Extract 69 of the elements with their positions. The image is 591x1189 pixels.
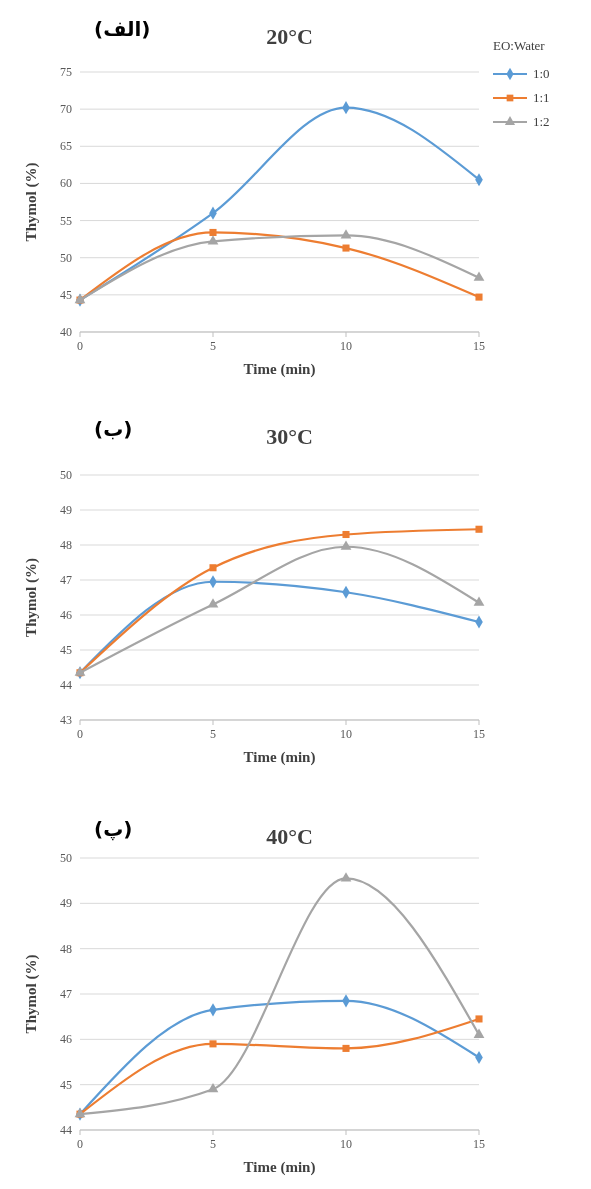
- x-tick-label: 15: [473, 1137, 485, 1151]
- y-tick-label: 45: [60, 1077, 72, 1092]
- legend-title: EO:Water: [493, 38, 546, 53]
- y-tick-label: 75: [60, 65, 72, 79]
- text: (ب): [94, 417, 133, 441]
- y-tick-label: 43: [60, 713, 72, 727]
- x-tick-label: 15: [473, 339, 485, 353]
- chart-title: 20°C: [266, 24, 313, 49]
- legend-label: 1:1: [533, 90, 550, 105]
- x-tick-label: 0: [77, 727, 83, 741]
- y-axis-title: Thymol (%): [23, 558, 40, 637]
- x-tick-label: 5: [210, 1137, 216, 1151]
- point: [473, 596, 485, 606]
- x-tick-label: 5: [210, 339, 216, 353]
- legend-label: 1:2: [533, 114, 550, 129]
- point: [209, 228, 217, 236]
- y-tick-label: 50: [60, 468, 72, 482]
- x-tick-label: 0: [77, 1137, 83, 1151]
- y-tick-label: 60: [60, 176, 72, 191]
- y-tick-label: 49: [60, 503, 72, 517]
- x-axis-title: Time (min): [243, 1159, 316, 1176]
- chart-title: 40°C: [266, 824, 313, 849]
- x-tick-label: 0: [77, 339, 83, 353]
- point: [473, 271, 485, 281]
- y-tick-label: 48: [60, 941, 72, 956]
- y-axis-title: Thymol (%): [23, 954, 40, 1034]
- point: [207, 598, 219, 608]
- y-tick-label: 47: [60, 573, 72, 587]
- chart-title: 30°C: [266, 424, 313, 449]
- y-tick-label: 50: [60, 851, 72, 865]
- x-tick-label: 5: [210, 727, 216, 741]
- y-tick-label: 44: [60, 1123, 72, 1137]
- point: [340, 540, 352, 550]
- y-tick-label: 50: [60, 250, 72, 265]
- text: (پ): [94, 817, 133, 841]
- x-tick-label: 15: [473, 727, 485, 741]
- y-tick-label: 44: [60, 678, 72, 692]
- y-tick-label: 40: [60, 325, 72, 339]
- x-axis-title: Time (min): [243, 749, 316, 766]
- point: [342, 530, 350, 539]
- y-axis-title: Thymol (%): [23, 162, 40, 242]
- point: [475, 525, 483, 533]
- legend-label: 1:0: [533, 66, 550, 81]
- point: [209, 1040, 217, 1048]
- y-tick-label: 70: [60, 102, 72, 117]
- x-tick-label: 10: [340, 339, 352, 353]
- point: [207, 235, 219, 245]
- y-tick-label: 49: [60, 896, 72, 911]
- point: [475, 293, 483, 301]
- y-tick-label: 46: [60, 608, 72, 622]
- y-tick-label: 47: [60, 987, 72, 1001]
- point: [475, 1015, 483, 1023]
- point: [473, 1028, 485, 1038]
- y-tick-label: 46: [60, 1032, 72, 1047]
- x-axis-title: Time (min): [243, 361, 316, 378]
- text: (الف): [94, 17, 151, 41]
- point: [342, 244, 350, 252]
- x-tick-label: 10: [340, 727, 352, 741]
- point: [207, 1083, 219, 1093]
- y-tick-label: 48: [60, 538, 72, 552]
- point: [209, 564, 217, 572]
- point: [342, 1044, 350, 1052]
- y-tick-label: 45: [60, 643, 72, 657]
- y-tick-label: 55: [60, 213, 72, 228]
- y-tick-label: 65: [60, 139, 72, 154]
- y-tick-label: 45: [60, 287, 72, 302]
- point: [340, 872, 352, 882]
- x-tick-label: 10: [340, 1137, 352, 1151]
- point: [340, 229, 352, 239]
